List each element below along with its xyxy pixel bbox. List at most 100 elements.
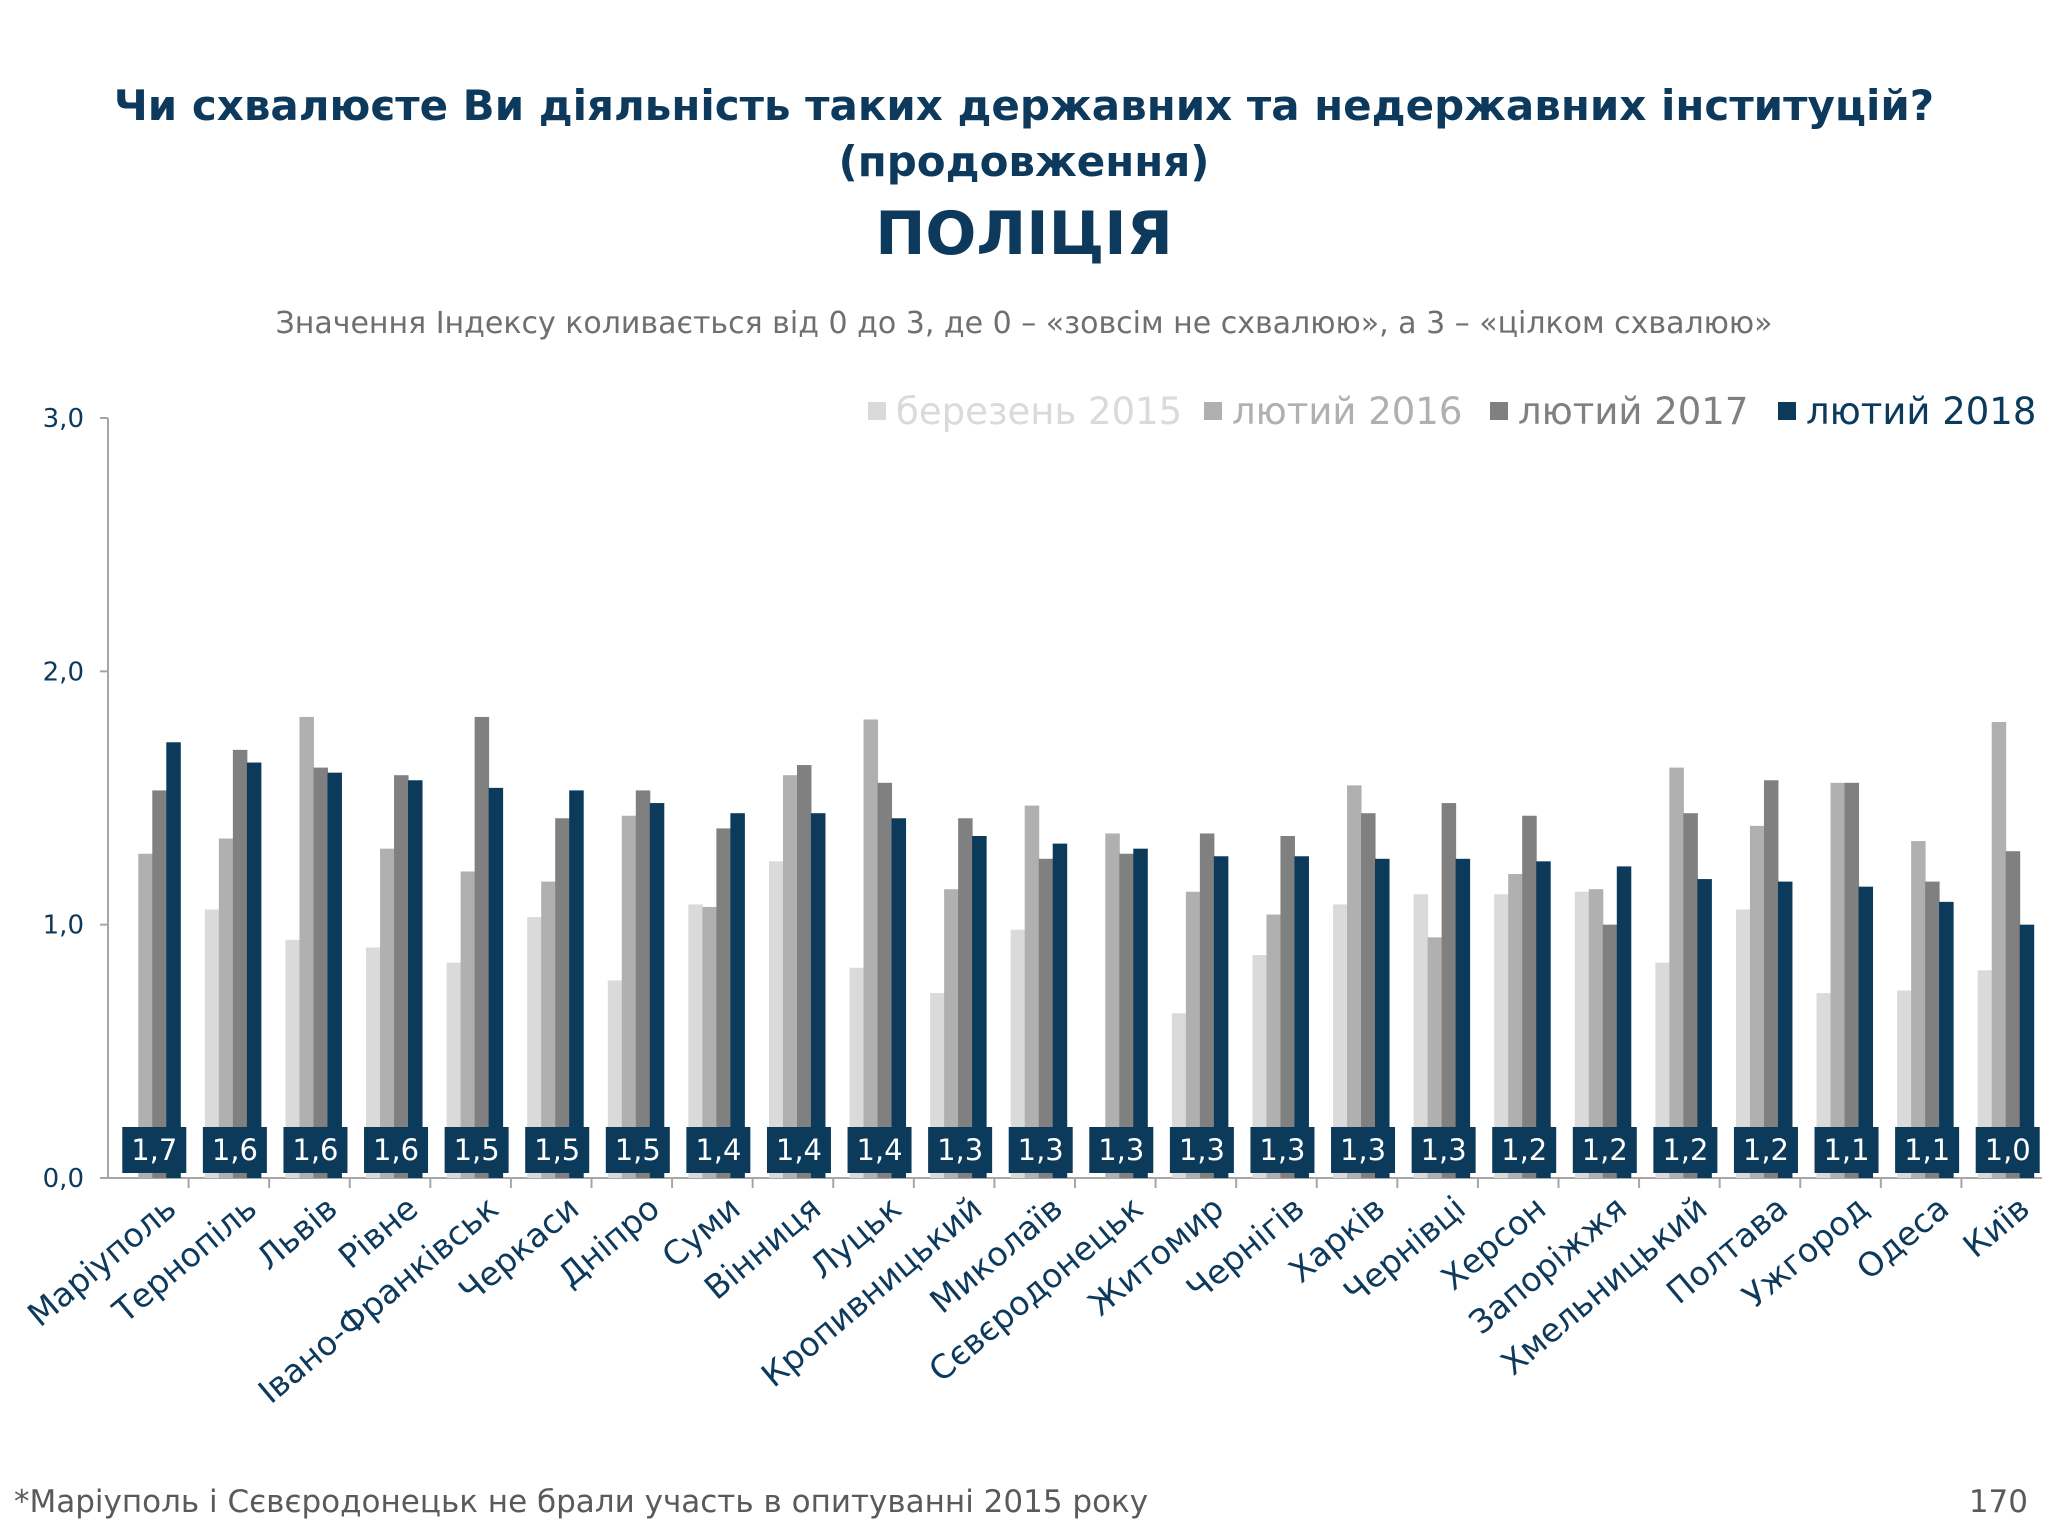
bar (285, 939, 300, 1178)
data-label-box (1331, 1127, 1396, 1173)
bar (1911, 841, 1926, 1178)
data-label: 1,1 (1823, 1133, 1869, 1167)
bar (1858, 886, 1874, 1178)
page-number: 170 (1968, 1484, 2028, 1520)
chart-subtitle: Значення Індексу коливається від 0 до 3,… (275, 306, 1773, 341)
data-label-box (1008, 1127, 1073, 1173)
bar (782, 775, 798, 1178)
data-label-box (1653, 1127, 1718, 1173)
bar (555, 818, 570, 1178)
bar (1010, 929, 1026, 1178)
data-label: 1,4 (695, 1133, 741, 1167)
bar (1280, 836, 1295, 1178)
bar (1455, 858, 1471, 1178)
bar (380, 848, 395, 1178)
bar (621, 815, 637, 1178)
bar (394, 775, 409, 1178)
bar (1830, 782, 1846, 1178)
bar (1536, 861, 1551, 1178)
bar (232, 749, 248, 1178)
data-label: 1,3 (1018, 1133, 1064, 1167)
data-label: 1,3 (937, 1133, 983, 1167)
bar (1508, 874, 1523, 1178)
footnote: *Маріуполь і Сєвєродонецьк не брали учас… (14, 1484, 1149, 1520)
data-label: 1,3 (1421, 1133, 1467, 1167)
data-label: 1,3 (1259, 1133, 1305, 1167)
bar (1441, 803, 1457, 1178)
data-label: 1,5 (534, 1133, 580, 1167)
data-label: 1,7 (131, 1133, 177, 1167)
data-label-box (928, 1127, 993, 1173)
bar (1105, 833, 1120, 1178)
bar (166, 742, 181, 1178)
bar (1038, 858, 1054, 1178)
bar (635, 790, 651, 1178)
bar (327, 772, 342, 1178)
data-label: 1,4 (776, 1133, 822, 1167)
data-label-box (1411, 1127, 1476, 1173)
y-tick-label: 3,0 (43, 404, 84, 434)
legend-label: березень 2015 (896, 390, 1182, 433)
bar (2005, 851, 2021, 1178)
bar (366, 947, 381, 1178)
title-line-1: Чи схвалюєте Ви діяльність таких державн… (113, 81, 1935, 130)
legend-swatch (1204, 402, 1222, 420)
bar (1494, 894, 1509, 1178)
bar (408, 780, 423, 1178)
bar (810, 813, 826, 1178)
bar (1777, 881, 1793, 1178)
bar (1574, 891, 1590, 1178)
y-tick-label: 1,0 (43, 911, 84, 941)
bar (1616, 866, 1632, 1178)
data-label: 1,6 (373, 1133, 419, 1167)
chart-title: Чи схвалюєте Ви діяльність таких державн… (0, 78, 2048, 276)
data-label-box (847, 1127, 912, 1173)
legend-label: лютий 2016 (1232, 390, 1462, 433)
data-label: 1,2 (1582, 1133, 1628, 1167)
bar (972, 836, 987, 1178)
bar (1024, 805, 1040, 1178)
category-label: Одеса (1849, 1188, 1956, 1287)
bar (138, 853, 153, 1178)
data-label: 1,3 (1340, 1133, 1386, 1167)
bar (1361, 813, 1376, 1178)
data-label: 1,2 (1662, 1133, 1708, 1167)
data-label-box (1572, 1127, 1637, 1173)
data-label-box (1975, 1127, 2040, 1173)
data-label-box (1250, 1127, 1315, 1173)
y-tick-label: 0,0 (43, 1164, 84, 1194)
data-label-box (686, 1127, 751, 1173)
bar (1683, 813, 1698, 1178)
bar (1266, 914, 1281, 1178)
data-label-box (1089, 1127, 1154, 1173)
bar (152, 790, 167, 1178)
bar (1735, 909, 1751, 1178)
data-label-box (1169, 1127, 1234, 1173)
bar (446, 962, 462, 1178)
bar (944, 889, 959, 1178)
data-label-box (444, 1127, 509, 1173)
y-tick-label: 2,0 (43, 657, 84, 687)
bar (1977, 970, 1993, 1178)
bar (1052, 843, 1068, 1178)
bar (1119, 853, 1134, 1178)
data-label: 1,6 (292, 1133, 338, 1167)
bar (863, 719, 879, 1178)
data-label-box (525, 1127, 590, 1173)
bar (1294, 856, 1309, 1178)
title-line-3: ПОЛІЦІЯ (875, 199, 1173, 269)
data-label: 1,6 (212, 1133, 258, 1167)
category-label: Київ (1955, 1188, 2036, 1265)
data-label-box (766, 1127, 831, 1173)
bar (1347, 785, 1362, 1178)
bar (849, 967, 865, 1178)
bar (204, 909, 220, 1178)
legend-label: лютий 2018 (1806, 390, 2036, 433)
bar (527, 917, 542, 1178)
bar (1991, 722, 2007, 1178)
bar (218, 838, 234, 1178)
bar (541, 881, 556, 1178)
data-label: 1,2 (1743, 1133, 1789, 1167)
title-line-2: (продовження) (838, 137, 1210, 186)
bar (688, 904, 703, 1178)
